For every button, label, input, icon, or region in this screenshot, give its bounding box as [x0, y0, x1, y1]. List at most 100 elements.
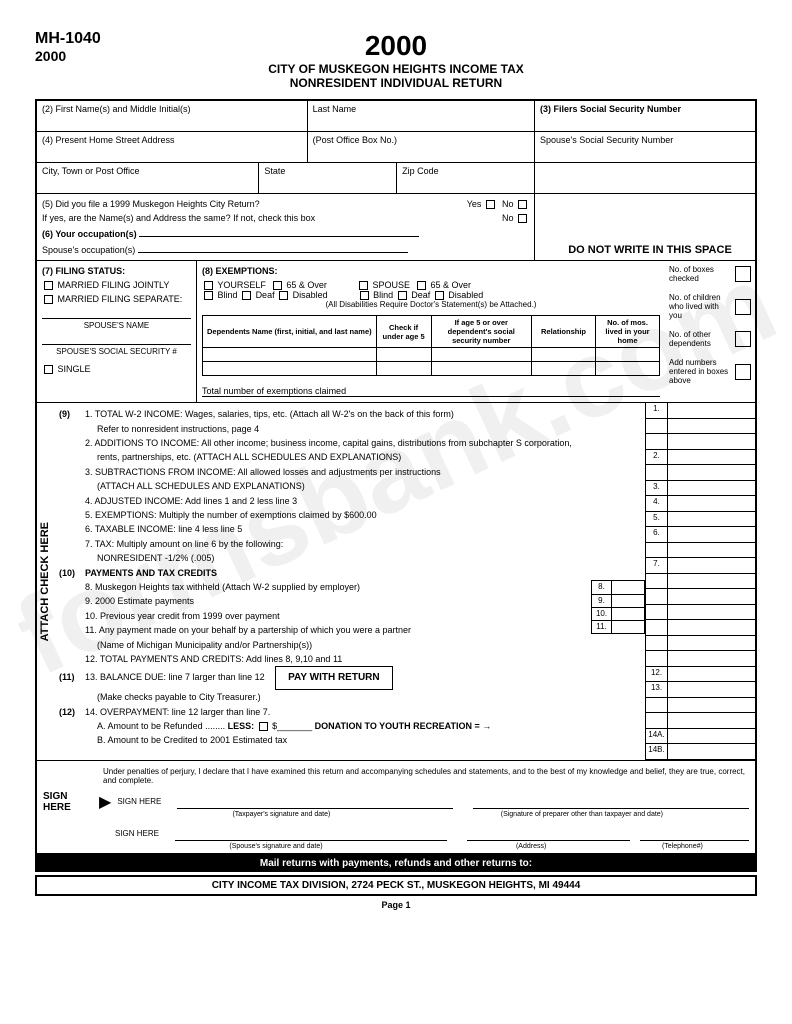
- line5: 5. EXEMPTIONS: Multiply the number of ex…: [85, 508, 645, 522]
- lbl-yourself: YOURSELF: [217, 280, 266, 290]
- line14a: A. Amount to be Refunded: [97, 721, 203, 731]
- chk-yblind[interactable]: [204, 291, 213, 300]
- chk-sblind[interactable]: [360, 291, 369, 300]
- sec10: (10): [59, 566, 85, 580]
- label-single: SINGLE: [58, 364, 91, 374]
- chk-ydeaf[interactable]: [242, 291, 251, 300]
- prep-sig-label: (Signature of preparer other than taxpay…: [501, 811, 663, 818]
- no-write-label: DO NOT WRITE IN THIS SPACE: [540, 244, 760, 256]
- lbl-sdeaf: Deaf: [411, 290, 430, 300]
- filing-status-section: (7) FILING STATUS: MARRIED FILING JOINTL…: [37, 261, 197, 402]
- chk-s65[interactable]: [417, 281, 426, 290]
- spouse-occupation-input[interactable]: [138, 243, 408, 253]
- box-total[interactable]: [735, 364, 751, 380]
- checkbox-yes[interactable]: [486, 200, 495, 209]
- q6a: (6) Your occupation(s): [42, 229, 137, 239]
- line10: 10. Previous year credit from 1999 over …: [85, 611, 280, 621]
- label-separate: MARRIED FILING SEPARATE:: [58, 294, 183, 304]
- checkbox-joint[interactable]: [44, 281, 53, 290]
- line9: 9. 2000 Estimate payments: [85, 596, 194, 606]
- label-state: State: [264, 166, 285, 176]
- lbl-s65: 65 & Over: [430, 280, 471, 290]
- label-yes: Yes: [467, 199, 482, 209]
- sec12: (12): [59, 705, 85, 719]
- q5a: (5) Did you file a 1999 Muskegon Heights…: [42, 199, 260, 209]
- signature-section: Under penalties of perjury, I declare th…: [37, 760, 755, 853]
- total-exemptions: Total number of exemptions claimed: [202, 386, 346, 396]
- box-other[interactable]: [735, 331, 751, 347]
- line8: 8. Muskegon Heights tax withheld (Attach…: [85, 582, 360, 592]
- arrow-icon: ▶: [99, 792, 111, 812]
- box-children[interactable]: [735, 299, 751, 315]
- telephone-line[interactable]: (Telephone#): [640, 827, 749, 841]
- label-firstname: (2) First Name(s) and Middle Initial(s): [42, 104, 191, 114]
- chk-y65[interactable]: [273, 281, 282, 290]
- chk-spouse[interactable]: [359, 281, 368, 290]
- rb3: No. of other dependents: [669, 330, 731, 348]
- lbl-yblind: Blind: [218, 290, 238, 300]
- chk-sdis[interactable]: [435, 291, 444, 300]
- chk-ydis[interactable]: [279, 291, 288, 300]
- dep-col1: Check if under age 5: [376, 316, 431, 348]
- address-bar: CITY INCOME TAX DIVISION, 2724 PECK ST.,…: [35, 875, 757, 896]
- sec10t: PAYMENTS AND TAX CREDITS: [85, 566, 645, 580]
- address-line[interactable]: (Address): [467, 827, 630, 841]
- checkbox-single[interactable]: [44, 365, 53, 374]
- checkbox-separate[interactable]: [44, 295, 53, 304]
- sec9: (9): [59, 407, 85, 421]
- amount-column: 1.2.3.4.5.6.7.12.13.14A.14B.: [645, 403, 755, 760]
- line13: 13. BALANCE DUE: line 7 larger than line…: [85, 672, 265, 682]
- lbl-y65: 65 & Over: [286, 280, 327, 290]
- rb1: No. of boxes checked: [669, 265, 731, 283]
- occupation-input[interactable]: [139, 227, 419, 237]
- pay-with-return: PAY WITH RETURN: [275, 666, 393, 690]
- q5b: If yes, are the Name(s) and Address the …: [42, 213, 315, 223]
- mail-bar: Mail returns with payments, refunds and …: [35, 855, 757, 872]
- donation-box[interactable]: [259, 722, 268, 731]
- checkbox-no2[interactable]: [518, 214, 527, 223]
- line11: 11. Any payment made on your behalf by a…: [85, 625, 411, 635]
- label-ssn: (3) Filers Social Security Number: [540, 104, 681, 114]
- line2: 2. ADDITIONS TO INCOME: All other income…: [85, 436, 645, 450]
- exemptions-section: (8) EXEMPTIONS: YOURSELF 65 & Over SPOUS…: [197, 261, 665, 402]
- year-small: 2000: [35, 48, 101, 64]
- dep-col3: Relationship: [532, 316, 596, 348]
- line14: 14. OVERPAYMENT: line 12 larger than lin…: [85, 705, 645, 719]
- q6b: Spouse's occupation(s): [42, 245, 135, 255]
- filing-title: (7) FILING STATUS:: [42, 266, 191, 276]
- preparer-signature[interactable]: (Signature of preparer other than taxpay…: [473, 795, 749, 809]
- lbl-ydis: Disabled: [293, 290, 328, 300]
- addr-label: (Address): [516, 843, 546, 850]
- spouse-signature[interactable]: (Spouse's signature and date): [175, 827, 447, 841]
- line3: 3. SUBTRACTIONS FROM INCOME: All allowed…: [85, 465, 645, 479]
- exemption-count-boxes: No. of boxes checked No. of children who…: [665, 261, 755, 402]
- mini-amount-boxes: 8. 9. 10. 11.: [591, 580, 645, 634]
- taxpayer-signature[interactable]: (Taxpayer's signature and date): [177, 795, 453, 809]
- label-no: No: [502, 199, 514, 209]
- checkbox-no[interactable]: [518, 200, 527, 209]
- less: LESS:: [228, 721, 255, 731]
- line11b: (Name of Michigan Municipality and/or Pa…: [85, 638, 645, 652]
- calculation-section: ATTACH CHECK HERE (9)1. TOTAL W-2 INCOME…: [37, 403, 755, 760]
- lbl-sblind: Blind: [373, 290, 393, 300]
- line13b: (Make checks payable to City Treasurer.): [85, 690, 645, 704]
- main-form-box: (2) First Name(s) and Middle Initial(s) …: [35, 99, 757, 855]
- attach-check-label: ATTACH CHECK HERE: [37, 518, 53, 645]
- line1: 1. TOTAL W-2 INCOME: Wages, salaries, ti…: [85, 407, 645, 421]
- title-line2: NONRESIDENT INDIVIDUAL RETURN: [35, 76, 757, 90]
- sign-here-label: SIGN HERE: [43, 791, 93, 813]
- lbl-spouse: SPOUSE: [372, 280, 410, 290]
- line4: 4. ADJUSTED INCOME: Add lines 1 and 2 le…: [85, 494, 645, 508]
- dep-col4: No. of mos. lived in your home: [596, 316, 660, 348]
- line6: 6. TAXABLE INCOME: line 4 less line 5: [85, 522, 645, 536]
- perjury-text: Under penalties of perjury, I declare th…: [43, 767, 749, 785]
- label-spouse-ssn2: SPOUSE'S SOCIAL SECURITY #: [42, 344, 191, 356]
- chk-yourself[interactable]: [204, 281, 213, 290]
- exemptions-title: (8) EXEMPTIONS:: [202, 266, 660, 276]
- line3b: (ATTACH ALL SCHEDULES AND EXPLANATIONS): [85, 479, 645, 493]
- chk-sdeaf[interactable]: [398, 291, 407, 300]
- title-line1: CITY OF MUSKEGON HEIGHTS INCOME TAX: [35, 62, 757, 76]
- box-checked[interactable]: [735, 266, 751, 282]
- label-joint: MARRIED FILING JOINTLY: [58, 280, 170, 290]
- label-spouse-ssn: Spouse's Social Security Number: [540, 135, 673, 145]
